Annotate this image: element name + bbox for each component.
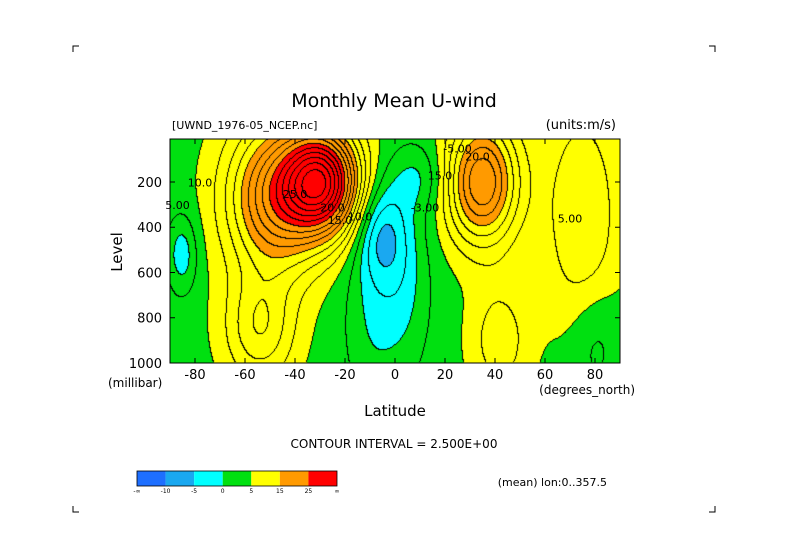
colorbar-swatch [137, 471, 166, 486]
contour-label: 15.0 [428, 170, 453, 183]
contour-label: 15.0 [328, 214, 353, 227]
y-tick-label: 800 [137, 312, 162, 327]
colorbar-label: 15 [276, 488, 284, 495]
contour-label: 10.0 [188, 177, 213, 190]
x-tick-label: 20 [437, 368, 454, 383]
units-label: (units:m/s) [546, 118, 616, 133]
y-tick-label: 200 [137, 176, 162, 191]
contour-label: 25.0 [283, 188, 308, 201]
colorbar-label: -10 [161, 488, 171, 495]
y-axis: 200 400 600 800 1000 [129, 176, 620, 372]
chart-title: Monthly Mean U-wind [291, 90, 497, 112]
colorbar-swatch [308, 471, 337, 486]
x-axis-title: Latitude [364, 402, 426, 420]
heatmap-field [170, 139, 620, 363]
colorbar-label: -∞ [133, 488, 140, 495]
footer-label: (mean) lon:0..357.5 [498, 476, 607, 489]
colorbar-swatch [222, 471, 252, 486]
colorbar-swatch [251, 471, 280, 486]
y-tick-label: 600 [137, 266, 162, 281]
x-tick-label: 80 [587, 368, 604, 383]
x-tick-label: -80 [184, 368, 205, 383]
y-tick-label: 1000 [129, 357, 162, 372]
colorbar-label: 25 [305, 488, 313, 495]
contour-interval: CONTOUR INTERVAL = 2.500E+00 [291, 437, 498, 451]
colorbar-label: 0 [221, 488, 225, 495]
colorbar-swatch [194, 471, 223, 486]
contour-label: 20.0 [320, 201, 345, 214]
contour-label: 10.0 [348, 210, 373, 223]
corner-marks [72, 45, 716, 513]
contour-label: -5.00 [443, 143, 471, 156]
colorbar-frame [136, 470, 338, 487]
x-unit-label: (degrees_north) [539, 383, 635, 397]
contour-label: -3.00 [411, 201, 439, 214]
y-axis-title: Level [108, 232, 126, 272]
dataset-label: [UWND_1976-05_NCEP.nc] [172, 119, 317, 132]
x-tick-label: 60 [537, 368, 554, 383]
colorbar-label: 5 [249, 488, 253, 495]
contour-label: 5.00 [165, 199, 190, 212]
contour-label: 20.0 [465, 150, 490, 163]
colorbar-swatch [165, 471, 195, 486]
colorbar: -∞ -10 -5 0 5 15 25 ∞ [133, 470, 340, 495]
contour-label: 5.00 [558, 213, 583, 226]
colorbar-label: ∞ [335, 488, 340, 495]
plot-area: 25.020.015.010.010.05.005.00-3.0015.0-5.… [165, 138, 621, 364]
x-tick-label: -20 [334, 368, 355, 383]
contour-labels: 25.020.015.010.010.05.005.00-3.0015.0-5.… [165, 143, 582, 227]
x-tick-label: 40 [487, 368, 504, 383]
x-tick-label: 0 [391, 368, 399, 383]
y-unit-label: (millibar) [108, 376, 162, 390]
x-tick-label: -60 [234, 368, 255, 383]
x-tick-label: -40 [284, 368, 305, 383]
colorbar-swatch [279, 471, 309, 486]
y-tick-label: 400 [137, 221, 162, 236]
colorbar-label: -5 [191, 488, 197, 495]
x-axis: -80 -60 -40 -20 0 20 40 60 80 [184, 139, 603, 383]
